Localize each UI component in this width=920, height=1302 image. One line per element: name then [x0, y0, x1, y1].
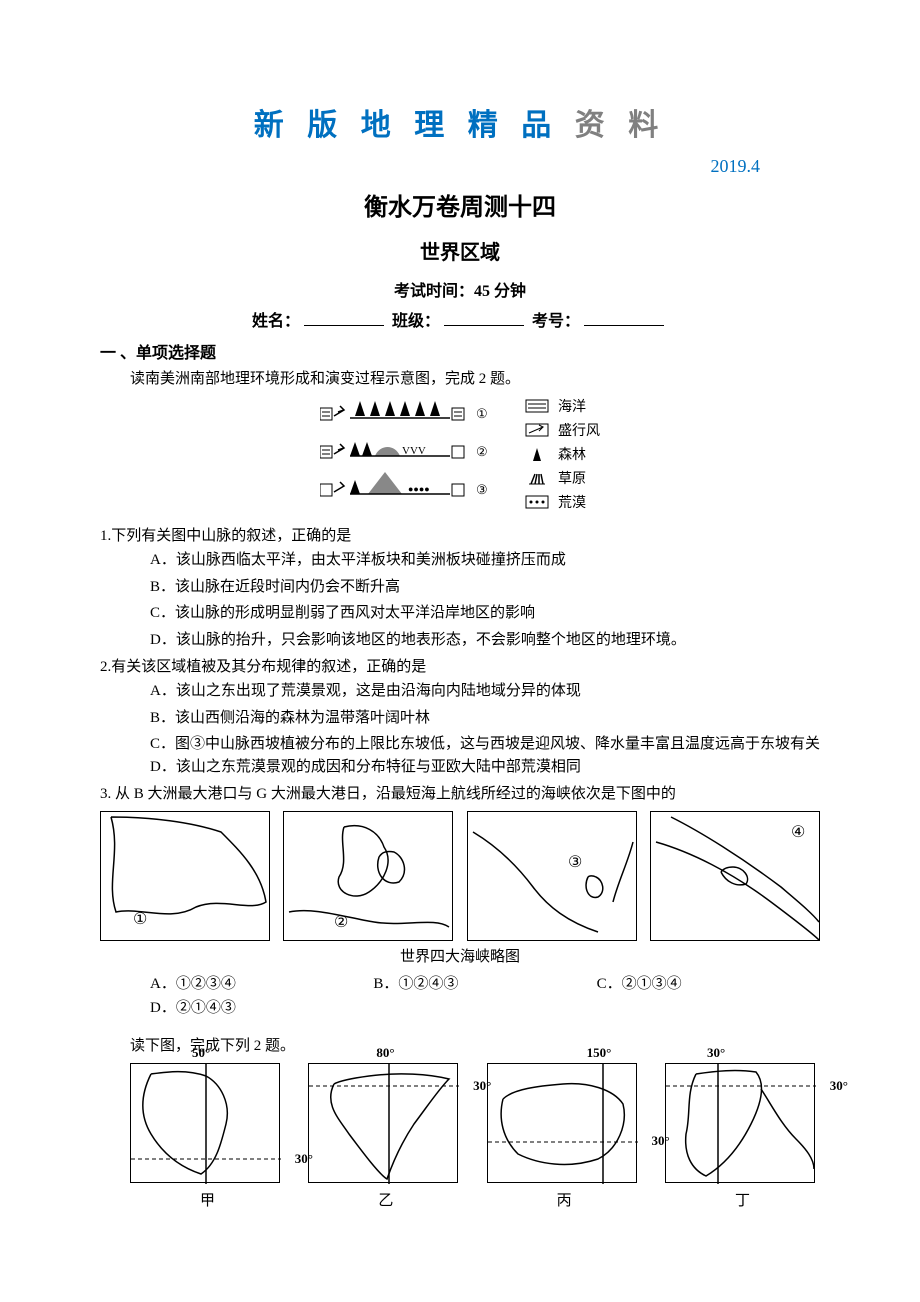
exam-title: 衡水万卷周测十四 [100, 187, 820, 222]
q3-c: C．②①③④ [597, 972, 820, 993]
number-label: 考号： [532, 313, 580, 330]
svg-text:②: ② [476, 444, 488, 459]
strait-map-4: ④ [650, 811, 820, 941]
country-captions: 甲 乙 丙 丁 [130, 1189, 820, 1210]
ocean-icon [524, 397, 550, 415]
caption-jia: 甲 [130, 1189, 285, 1210]
map-ding: 30° 30° [665, 1063, 820, 1183]
map-bing: 150° 30° [487, 1063, 642, 1183]
q1-a: A．该山脉西临太平洋，由太平洋板块和美洲板块碰撞挤压而成 [150, 549, 820, 572]
map-label-4: ④ [791, 824, 805, 841]
class-blank[interactable] [444, 325, 524, 326]
svg-text:VVV: VVV [402, 445, 426, 457]
number-blank[interactable] [584, 325, 664, 326]
q2-b: B．该山西侧沿海的森林为温带落叶阔叶林 [150, 707, 820, 730]
class-label: 班级： [392, 313, 440, 330]
q1-d: D．该山脉的抬升，只会影响该地区的地表形态，不会影响整个地区的地理环境。 [150, 629, 820, 652]
yi-top: 80° [376, 1045, 394, 1061]
map-label-1: ① [133, 911, 147, 928]
q3-stem: 3. 从 B 大洲最大港口与 G 大洲最大港日，沿最短海上航线所经过的海峡依次是… [100, 782, 820, 803]
legend: 海洋 盛行风 森林 草原 荒漠 [524, 396, 600, 516]
strait-caption: 世界四大海峡略图 [100, 945, 820, 966]
ding-top: 30° [707, 1045, 725, 1061]
section-intro: 读南美洲南部地理环境形成和演变过程示意图，完成 2 题。 [130, 367, 820, 388]
section-header: 一 、单项选择题 [100, 339, 820, 363]
q1-b: B．该山脉在近段时间内仍会不断升高 [150, 576, 820, 599]
wind-icon [524, 421, 550, 439]
strait-map-2: ② [283, 811, 453, 941]
map-label-3: ③ [568, 854, 582, 871]
caption-ding: 丁 [665, 1189, 820, 1210]
exam-time: 考试时间：45 分钟 [100, 277, 820, 301]
map-label-2: ② [334, 914, 348, 931]
strait-maps: ① ② ③ ④ [100, 811, 820, 941]
map-yi: 80° 30° [308, 1063, 463, 1183]
diagram-environment: ① VVV ② ●●●● ③ 海洋 盛行风 森 [100, 396, 820, 516]
forest-icon [524, 445, 550, 463]
grass-icon [524, 469, 550, 487]
q2-c: C．图③中山脉西坡植被分布的上限比东坡低，这与西坡是迎风坡、降水量丰富且温度远高… [150, 733, 820, 756]
main-title: 新 版 地 理 精 品 资 料 [100, 100, 820, 144]
q3-b: B．①②④③ [373, 972, 596, 993]
q3-options-row1: A．①②③④ B．①②④③ C．②①③④ [150, 972, 820, 993]
country-maps: 50° 30° 80° 30° 150° [130, 1063, 820, 1183]
q3-a: A．①②③④ [150, 972, 373, 993]
ding-right: 30° [830, 1078, 848, 1094]
legend-grass: 草原 [558, 468, 586, 488]
legend-desert: 荒漠 [558, 492, 586, 512]
name-line: 姓名： 班级： 考号： [100, 307, 820, 331]
svg-text:①: ① [476, 406, 488, 421]
date: 2019.4 [100, 156, 820, 177]
q2-d: D．该山之东荒漠景观的成因和分布特征与亚欧大陆中部荒漠相同 [150, 756, 820, 779]
title-blue: 新 版 地 理 精 品 [254, 109, 560, 142]
q2-stem: 2.有关该区域植被及其分布规律的叙述，正确的是 [100, 655, 820, 676]
caption-yi: 乙 [308, 1189, 463, 1210]
exam-subtitle: 世界区域 [100, 236, 820, 265]
desert-icon [524, 493, 550, 511]
name-label: 姓名： [252, 313, 300, 330]
legend-wind: 盛行风 [558, 420, 600, 440]
map-jia: 50° 30° [130, 1063, 285, 1183]
svg-text:●●●●: ●●●● [408, 484, 430, 494]
svg-text:③: ③ [476, 482, 488, 497]
legend-ocean: 海洋 [558, 396, 586, 416]
q1-stem: 1.下列有关图中山脉的叙述，正确的是 [100, 524, 820, 545]
strait-map-1: ① [100, 811, 270, 941]
q1-c: C．该山脉的形成明显削弱了西风对太平洋沿岸地区的影响 [150, 602, 820, 625]
q3-d: D．②①④③ [150, 997, 820, 1020]
strait-map-3: ③ [467, 811, 637, 941]
legend-forest: 森林 [558, 444, 586, 464]
q2-a: A．该山之东出现了荒漠景观，这是由沿海向内陆地域分异的体现 [150, 680, 820, 703]
bing-top: 150° [587, 1045, 612, 1061]
title-gray: 资 料 [559, 109, 666, 142]
jia-top: 50° [192, 1045, 210, 1061]
name-blank[interactable] [304, 325, 384, 326]
caption-bing: 丙 [487, 1189, 642, 1210]
